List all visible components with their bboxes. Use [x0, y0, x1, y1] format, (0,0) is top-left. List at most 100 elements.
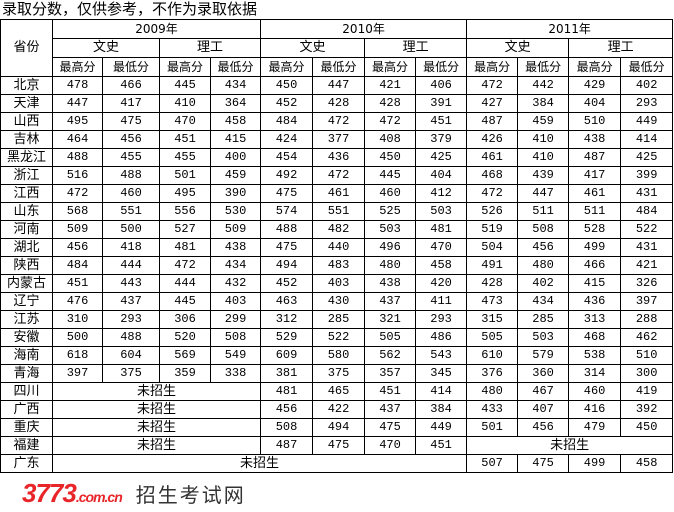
score-cell: 375 [312, 364, 366, 383]
score-cell: 403 [312, 274, 366, 293]
score-cell: 379 [415, 130, 468, 149]
province-cell: 山西 [0, 112, 53, 131]
province-cell: 广东 [0, 454, 53, 473]
province-cell: 天津 [0, 94, 53, 113]
score-cell: 529 [260, 328, 314, 347]
score-cell: 494 [312, 418, 366, 437]
not-enrolled-cell: 未招生 [51, 418, 262, 437]
score-cell: 314 [568, 364, 622, 383]
score-cell: 484 [52, 256, 103, 275]
score-cell: 503 [517, 328, 570, 347]
score-cell: 438 [364, 274, 417, 293]
score-header: 最低分 [620, 57, 674, 77]
score-cell: 390 [209, 184, 262, 203]
score-cell: 406 [415, 76, 468, 95]
table-row: 吉林 464 456 451 415 424 377 408 379 426 410 438 414 [0, 130, 674, 149]
province-cell: 北京 [0, 76, 53, 95]
province-cell: 河南 [0, 220, 53, 239]
score-cell: 468 [466, 166, 519, 185]
header-row-tracks: 文史 理工 文史 理工 文史 理工 [1, 38, 674, 58]
score-cell: 482 [312, 220, 366, 239]
score-cell: 427 [466, 94, 519, 113]
table-row: 重庆 未招生 508 494 475 449 501 456 479 450 [0, 418, 674, 437]
score-cell: 470 [159, 112, 211, 131]
score-cell: 345 [415, 364, 468, 383]
score-cell: 451 [159, 130, 211, 149]
score-cell: 434 [209, 76, 262, 95]
score-cell: 443 [102, 274, 160, 293]
province-cell: 吉林 [0, 130, 53, 149]
year-header: 2010年 [260, 19, 468, 39]
score-cell: 447 [312, 76, 366, 95]
table-row: 黑龙江 488 455 455 400 454 436 450 425 461 410 487 425 [0, 148, 674, 167]
score-cell: 422 [312, 400, 366, 419]
province-cell: 青海 [0, 364, 53, 383]
track-header: 理工 [568, 38, 674, 58]
score-cell: 285 [517, 310, 570, 329]
score-cell: 505 [466, 328, 519, 347]
score-cell: 434 [517, 292, 570, 311]
watermark-site-number: 3773 [22, 478, 77, 508]
score-cell: 610 [466, 346, 519, 365]
score-cell: 416 [568, 400, 622, 419]
table-row: 河南 509 500 527 509 488 482 503 481 519 508 528 522 [0, 220, 674, 239]
table-row: 山西 495 475 470 458 484 472 472 451 487 459 510 449 [0, 112, 674, 131]
score-cell: 414 [415, 382, 468, 401]
score-cell: 562 [364, 346, 417, 365]
score-cell: 408 [364, 130, 417, 149]
score-cell: 293 [415, 310, 468, 329]
score-cell: 463 [260, 292, 314, 311]
score-cell: 430 [312, 292, 366, 311]
score-cell: 437 [364, 400, 417, 419]
table-row: 天津 447 417 410 364 452 428 428 391 427 384 404 293 [0, 94, 674, 113]
score-header: 最高分 [52, 57, 103, 77]
score-cell: 415 [209, 130, 262, 149]
score-cell: 460 [568, 382, 622, 401]
score-cell: 392 [620, 400, 674, 419]
track-header: 文史 [260, 38, 366, 58]
score-cell: 460 [102, 184, 160, 203]
score-cell: 475 [102, 112, 160, 131]
score-cell: 434 [209, 256, 262, 275]
score-cell: 421 [620, 256, 674, 275]
score-cell: 433 [466, 400, 519, 419]
score-cell: 442 [517, 76, 570, 95]
score-cell: 503 [364, 220, 417, 239]
score-cell: 364 [209, 94, 262, 113]
province-cell: 广西 [0, 400, 53, 419]
score-cell: 447 [52, 94, 103, 113]
score-cell: 459 [517, 112, 570, 131]
score-cell: 299 [209, 310, 262, 329]
score-cell: 466 [568, 256, 622, 275]
score-cell: 486 [415, 328, 468, 347]
score-cell: 444 [102, 256, 160, 275]
score-cell: 500 [102, 220, 160, 239]
not-enrolled-cell: 未招生 [466, 436, 674, 455]
score-cell: 456 [52, 238, 103, 257]
score-cell: 338 [209, 364, 262, 383]
score-header: 最高分 [364, 57, 417, 77]
score-cell: 475 [260, 238, 314, 257]
score-cell: 475 [364, 418, 417, 437]
score-cell: 381 [260, 364, 314, 383]
score-cell: 432 [209, 274, 262, 293]
score-cell: 516 [52, 166, 103, 185]
score-cell: 568 [52, 202, 103, 221]
province-cell: 江西 [0, 184, 53, 203]
score-cell: 501 [466, 418, 519, 437]
score-cell: 437 [102, 292, 160, 311]
score-cell: 391 [415, 94, 468, 113]
score-cell: 450 [364, 148, 417, 167]
table-row: 内蒙古 451 443 444 432 452 403 438 420 428 402 415 326 [0, 274, 674, 293]
score-cell: 397 [52, 364, 103, 383]
score-cell: 455 [159, 148, 211, 167]
score-header: 最低分 [312, 57, 366, 77]
province-cell: 江苏 [0, 310, 53, 329]
score-cell: 429 [568, 76, 622, 95]
score-cell: 465 [312, 382, 366, 401]
score-cell: 449 [415, 418, 468, 437]
header-row-scores: 最高分 最低分 最高分 最低分 最高分 最低分 最高分 最低分 最高分 最低分 最高分 最低分 [1, 57, 674, 77]
not-enrolled-cell: 未招生 [51, 400, 262, 419]
score-cell: 458 [415, 256, 468, 275]
table-row: 陕西 484 444 472 434 494 483 480 458 491 480 466 421 [0, 256, 674, 275]
